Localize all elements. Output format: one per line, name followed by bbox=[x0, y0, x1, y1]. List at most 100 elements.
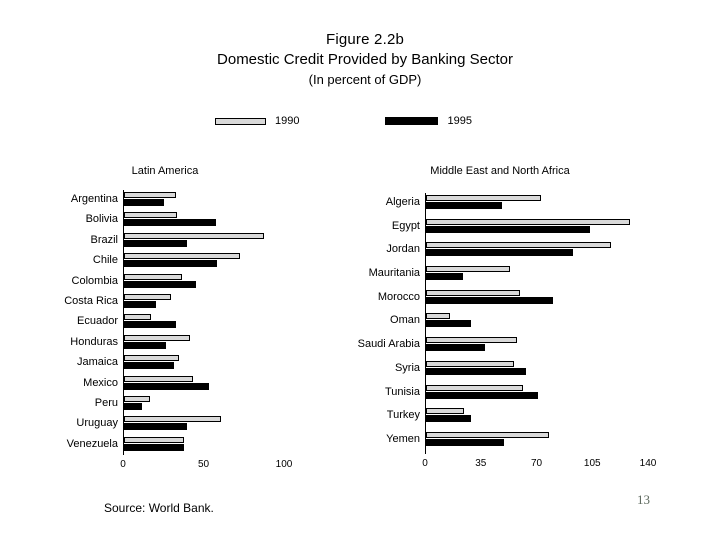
bar-row: Costa Rica bbox=[35, 291, 295, 313]
category-label: Uruguay bbox=[76, 417, 118, 430]
legend-label-1990: 1990 bbox=[275, 115, 300, 127]
category-label: Venezuela bbox=[66, 437, 118, 450]
bar-row: Colombia bbox=[35, 271, 295, 292]
bar-row: Argentina bbox=[35, 190, 295, 211]
bar-row: Jamaica bbox=[35, 353, 295, 374]
category-label: Yemen bbox=[386, 432, 420, 445]
category-label: Mauritania bbox=[368, 267, 420, 280]
bar-1990 bbox=[124, 232, 265, 239]
page-number: 13 bbox=[637, 492, 650, 507]
bar-group bbox=[123, 393, 285, 415]
x-tick-label: 140 bbox=[639, 457, 657, 469]
bar-group bbox=[425, 240, 649, 265]
category-label: Tunisia bbox=[384, 385, 420, 398]
category-label: Oman bbox=[390, 314, 420, 327]
bar-1995 bbox=[124, 300, 157, 308]
category-label: Argentina bbox=[70, 193, 118, 205]
legend-label-1995: 1995 bbox=[447, 115, 472, 127]
bar-1995 bbox=[124, 362, 174, 370]
bar-row: Morocco bbox=[340, 287, 660, 312]
bar-1990 bbox=[124, 314, 152, 321]
chart-mena: Middle East and North Africa Algeria Egyp… bbox=[340, 164, 660, 470]
bar-row: Syria bbox=[340, 358, 660, 383]
bar-1990 bbox=[124, 212, 178, 219]
bar-row: Saudi Arabia bbox=[340, 335, 660, 359]
bar-group bbox=[425, 311, 649, 336]
category-label: Egypt bbox=[391, 219, 420, 232]
bar-row: Mauritania bbox=[340, 264, 660, 288]
bar-1995 bbox=[426, 202, 503, 209]
bar-1995 bbox=[124, 280, 197, 288]
bar-row: Turkey bbox=[340, 406, 660, 430]
x-axis-latin-america: 0 50 100 bbox=[120, 459, 292, 471]
bar-group bbox=[123, 414, 285, 435]
bar-1990 bbox=[426, 360, 514, 367]
bar-1990 bbox=[426, 384, 524, 391]
category-label: Jordan bbox=[386, 243, 420, 256]
bar-1995 bbox=[124, 321, 176, 329]
title-block: Figure 2.2b Domestic Credit Provided by … bbox=[5, 30, 720, 89]
x-tick-label: 105 bbox=[583, 457, 601, 469]
plot-area-latin-america: Argentina Bolivia Brazil Chile Colombia Costa… bbox=[35, 190, 295, 456]
bar-group bbox=[123, 312, 285, 333]
category-label: Saudi Arabia bbox=[357, 338, 420, 351]
category-label: Brazil bbox=[90, 233, 118, 246]
category-label: Algeria bbox=[385, 196, 420, 208]
bar-group bbox=[123, 434, 285, 456]
x-tick-label: 50 bbox=[197, 459, 210, 471]
bar-1990 bbox=[426, 313, 450, 320]
bar-1990 bbox=[124, 273, 182, 280]
bar-group bbox=[123, 332, 285, 354]
chart-latin-america: Latin America Argentina Bolivia Brazil Chil… bbox=[35, 164, 295, 471]
bar-row: Mexico bbox=[35, 373, 295, 394]
bar-row: Peru bbox=[35, 393, 295, 415]
chart-title-mena: Middle East and North Africa bbox=[430, 165, 570, 177]
bar-row: Egypt bbox=[340, 216, 660, 241]
legend-swatch-1990 bbox=[215, 117, 266, 125]
bar-1990 bbox=[124, 416, 221, 423]
bar-1990 bbox=[124, 253, 240, 260]
bar-1995 bbox=[426, 273, 463, 281]
bar-group bbox=[425, 216, 649, 241]
x-tick-label: 0 bbox=[422, 457, 428, 469]
category-label: Syria bbox=[394, 361, 420, 374]
x-tick-label: 100 bbox=[275, 459, 293, 471]
bar-1995 bbox=[124, 382, 210, 390]
bar-group bbox=[123, 190, 285, 211]
bar-group bbox=[425, 358, 649, 383]
bar-1995 bbox=[426, 296, 554, 304]
category-label: Peru bbox=[94, 396, 118, 409]
bar-row: Oman bbox=[340, 311, 660, 336]
bar-1995 bbox=[124, 443, 184, 451]
bar-1990 bbox=[124, 395, 150, 402]
category-label: Chile bbox=[92, 254, 118, 267]
bar-1995 bbox=[426, 415, 471, 423]
plot-area-mena: Algeria Egypt Jordan Mauritania Morocco Oman S… bbox=[340, 193, 660, 454]
bar-group bbox=[425, 406, 649, 430]
bar-group bbox=[123, 251, 285, 272]
figure-title: Domestic Credit Provided by Banking Sect… bbox=[217, 51, 513, 68]
category-label: Turkey bbox=[386, 409, 420, 422]
x-tick-label: 70 bbox=[530, 457, 543, 469]
bar-row: Yemen bbox=[340, 429, 660, 454]
bar-1995 bbox=[124, 260, 218, 268]
bar-row: Algeria bbox=[340, 193, 660, 217]
bar-1995 bbox=[426, 344, 485, 352]
bar-group bbox=[425, 264, 649, 288]
figure-subtitle: (In percent of GDP) bbox=[308, 72, 422, 87]
bar-1995 bbox=[426, 225, 591, 233]
bar-1990 bbox=[426, 337, 517, 344]
bar-group bbox=[123, 353, 285, 374]
bar-1990 bbox=[124, 192, 176, 198]
bar-1995 bbox=[426, 438, 505, 446]
bar-1990 bbox=[426, 266, 511, 273]
bar-1995 bbox=[426, 367, 527, 375]
category-label: Colombia bbox=[71, 274, 118, 287]
bar-1995 bbox=[426, 249, 573, 257]
category-label: Mexico bbox=[83, 376, 118, 389]
bar-1995 bbox=[426, 391, 538, 399]
chart-legend: 1990 1995 bbox=[215, 113, 472, 129]
bar-row: Venezuela bbox=[35, 434, 295, 456]
bar-row: Ecuador bbox=[35, 312, 295, 333]
